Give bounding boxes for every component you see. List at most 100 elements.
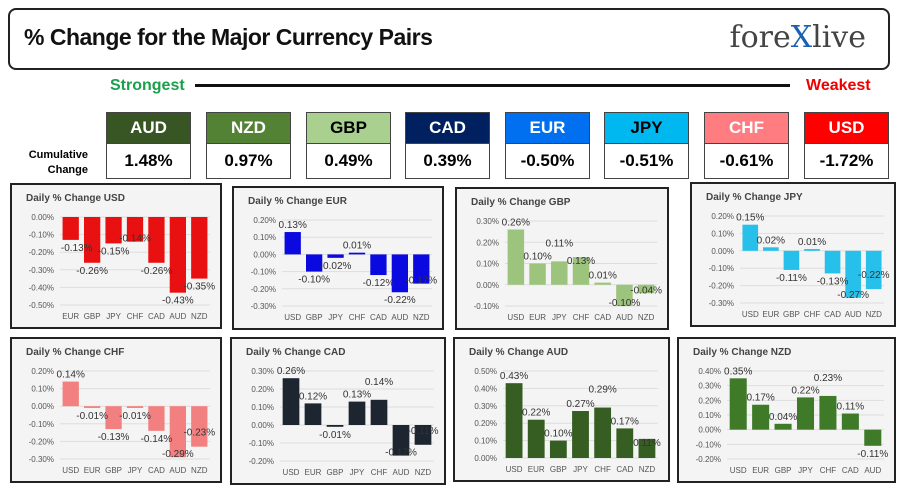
x-tick-label: GBP: [775, 466, 792, 475]
ranking-box-nzd: NZD 0.97%: [206, 112, 291, 179]
bar: [169, 406, 186, 458]
data-label: -0.11%: [408, 426, 439, 437]
data-label: -0.13%: [98, 432, 130, 443]
data-label: -0.11%: [857, 449, 888, 460]
data-label: -0.01%: [119, 411, 151, 422]
currency-label: CAD: [406, 113, 489, 144]
y-tick-label: -0.20%: [251, 285, 276, 294]
y-tick-label: -0.10%: [696, 440, 721, 449]
x-tick-label: JPY: [552, 313, 567, 322]
y-tick-label: 0.10%: [251, 403, 274, 412]
bar: [638, 438, 656, 458]
x-tick-label: AUD: [616, 313, 633, 322]
currency-label: NZD: [207, 113, 290, 144]
weakest-label: Weakest: [806, 77, 871, 94]
cumulative-value: 0.97%: [207, 144, 290, 178]
y-tick-label: -0.40%: [29, 283, 54, 292]
x-tick-label: USD: [507, 313, 524, 322]
data-label: -0.04%: [630, 285, 662, 296]
x-tick-label: USD: [284, 313, 301, 322]
data-label: 0.02%: [757, 235, 785, 246]
y-tick-label: 0.10%: [711, 229, 734, 238]
y-tick-label: 0.20%: [31, 367, 54, 376]
bar: [84, 406, 101, 408]
y-tick-label: 0.30%: [698, 382, 721, 391]
x-tick-label: EUR: [529, 313, 546, 322]
bar: [507, 229, 525, 285]
x-tick-label: NZD: [639, 465, 656, 474]
y-tick-label: 0.00%: [476, 281, 499, 290]
y-tick-label: 0.20%: [698, 396, 721, 405]
data-label: 0.15%: [736, 213, 764, 224]
data-label: -0.10%: [609, 298, 641, 309]
bar: [505, 383, 523, 458]
bar: [742, 224, 759, 251]
chart-aud: Daily % Change AUD 0.00% 0.10% 0.20% 0.30% 0.…: [453, 337, 670, 482]
data-label: 0.11%: [545, 238, 573, 249]
ranking-box-usd: USD -1.72%: [804, 112, 889, 179]
y-tick-label: 0.20%: [711, 212, 734, 221]
x-tick-label: AUD: [864, 466, 881, 475]
bar: [282, 378, 300, 425]
y-tick-label: -0.50%: [29, 301, 54, 310]
chart-title: Daily % Change CHF: [26, 347, 124, 358]
data-label: 0.35%: [724, 366, 752, 377]
y-tick-label: -0.10%: [709, 264, 734, 273]
data-label: 0.13%: [567, 256, 595, 267]
y-tick-label: -0.10%: [249, 439, 274, 448]
x-tick-label: AUD: [393, 468, 410, 477]
x-tick-label: NZD: [191, 466, 208, 475]
bar: [84, 217, 101, 263]
data-label: -0.29%: [162, 449, 194, 460]
bar: [148, 406, 165, 431]
y-tick-label: -0.30%: [709, 299, 734, 308]
data-label: -0.17%: [405, 276, 437, 287]
y-tick-label: 0.00%: [474, 454, 497, 463]
chart-svg: Daily % Change EUR -0.30% -0.20% -0.10% 0.00…: [248, 196, 437, 322]
x-tick-label: JPY: [328, 313, 343, 322]
y-tick-label: -0.20%: [249, 457, 274, 466]
ranking-divider: [195, 84, 790, 87]
data-label: -0.43%: [162, 296, 194, 307]
x-tick-label: GBP: [550, 465, 567, 474]
y-tick-label: -0.30%: [29, 266, 54, 275]
x-tick-label: GBP: [327, 468, 344, 477]
x-tick-label: CHF: [127, 312, 144, 321]
y-tick-label: 0.00%: [31, 213, 54, 222]
cumulative-value: -1.72%: [805, 144, 888, 178]
x-tick-label: CHF: [804, 310, 821, 319]
data-label: -0.01%: [319, 430, 351, 441]
bar: [413, 254, 430, 284]
data-label: 0.01%: [798, 237, 826, 248]
x-tick-label: EUR: [305, 468, 322, 477]
x-tick-label: CAD: [148, 466, 165, 475]
data-label: 0.11%: [837, 402, 865, 413]
currency-label: USD: [805, 113, 888, 144]
data-label: 0.22%: [791, 385, 819, 396]
bar: [62, 217, 79, 240]
bar: [551, 261, 568, 285]
data-label: -0.15%: [98, 246, 130, 257]
bar: [824, 250, 841, 274]
data-label: 0.23%: [814, 373, 842, 384]
bar: [763, 247, 779, 251]
bar: [105, 406, 122, 430]
x-tick-label: EUR: [62, 312, 79, 321]
data-label: -0.11%: [776, 273, 807, 284]
x-tick-label: GBP: [84, 312, 101, 321]
ranking-box-jpy: JPY -0.51%: [604, 112, 689, 179]
x-tick-label: NZD: [415, 468, 432, 477]
chart-title: Daily % Change CAD: [246, 347, 345, 358]
chart-eur: Daily % Change EUR -0.30% -0.20% -0.10% 0.00…: [232, 186, 444, 330]
x-tick-label: NZD: [865, 310, 882, 319]
chart-svg: Daily % Change JPY -0.30% -0.20% -0.10% 0.00…: [706, 192, 890, 319]
data-label: 0.26%: [502, 218, 530, 229]
chart-nzd: Daily % Change NZD -0.20% -0.10% 0.00% 0.10%…: [677, 337, 896, 483]
y-tick-label: -0.20%: [709, 282, 734, 291]
ranking-box-cad: CAD 0.39%: [405, 112, 490, 179]
chart-svg: Daily % Change CAD -0.20% -0.10% 0.00% 0.10%…: [246, 347, 439, 477]
x-tick-label: AUD: [169, 312, 186, 321]
y-tick-label: 0.20%: [474, 419, 497, 428]
data-label: -0.10%: [298, 275, 330, 286]
bar: [191, 406, 208, 447]
